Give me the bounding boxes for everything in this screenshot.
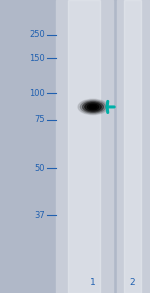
Text: 37: 37 [34, 211, 45, 220]
Ellipse shape [80, 100, 106, 113]
Text: 100: 100 [29, 89, 45, 98]
Ellipse shape [85, 103, 101, 111]
Text: 250: 250 [29, 30, 45, 39]
Text: 50: 50 [34, 164, 45, 173]
Ellipse shape [82, 102, 103, 112]
Text: 1: 1 [90, 278, 96, 287]
Bar [124, 0, 141, 293]
Bar [56, 0, 112, 293]
Text: 150: 150 [29, 54, 45, 62]
Ellipse shape [78, 99, 108, 115]
Ellipse shape [90, 105, 96, 109]
Ellipse shape [87, 104, 99, 110]
Bar [68, 0, 100, 293]
Bar [117, 0, 148, 293]
Text: 2: 2 [129, 278, 135, 287]
Text: 75: 75 [34, 115, 45, 124]
